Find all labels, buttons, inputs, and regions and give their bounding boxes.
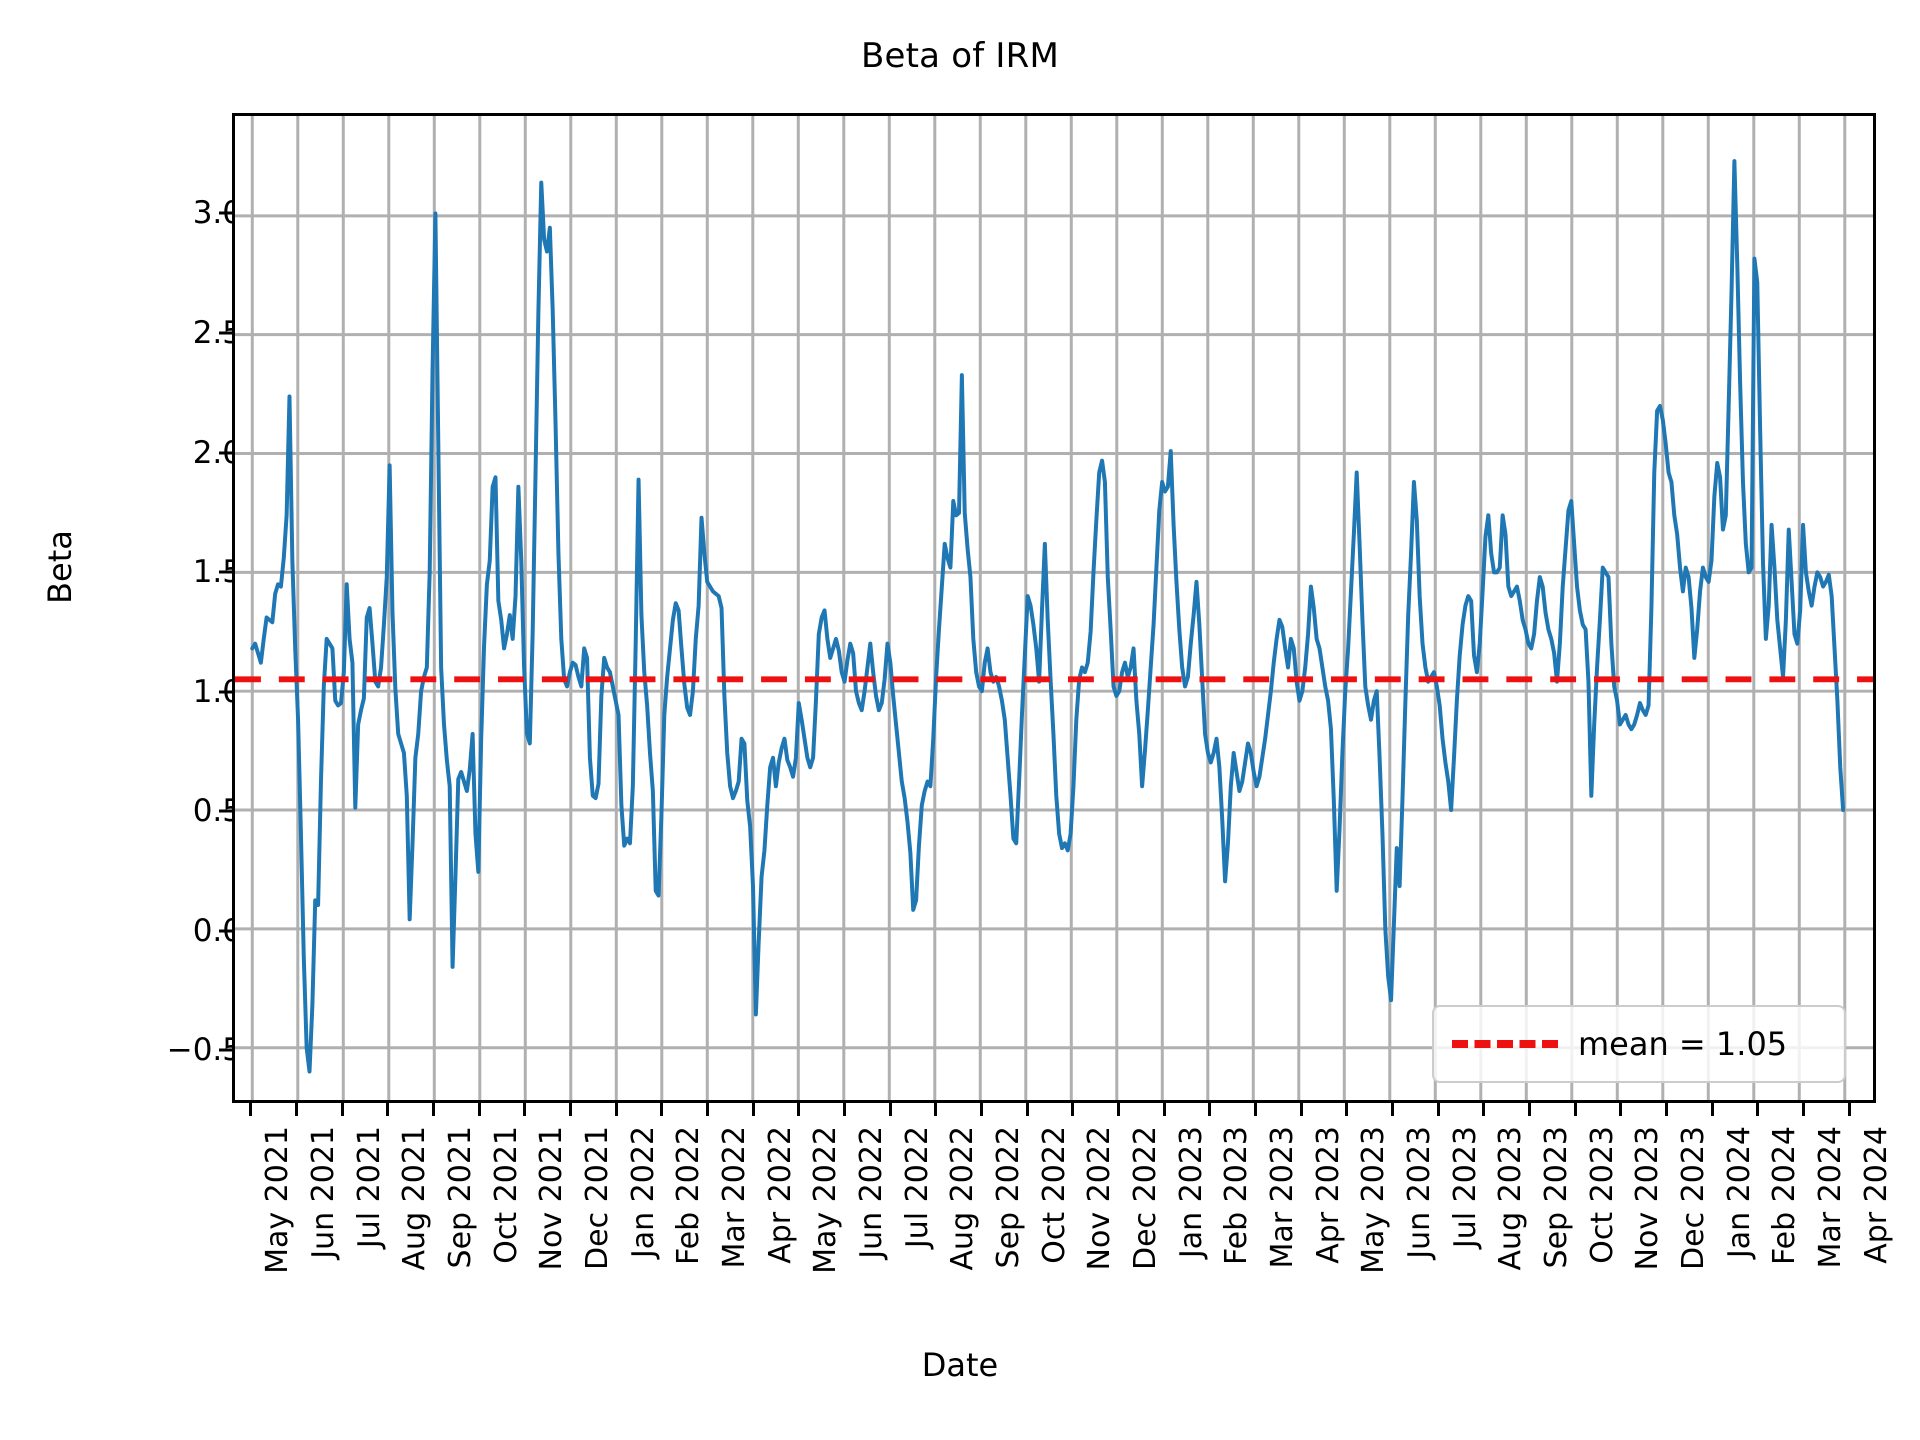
x-axis-tick-mark: [1528, 1103, 1532, 1116]
x-axis-tick-mark: [660, 1103, 664, 1116]
x-axis-tick-mark: [1345, 1103, 1349, 1116]
x-axis-tick-mark: [295, 1103, 299, 1116]
x-axis-tick-label: Mar 2024: [1813, 1126, 1849, 1269]
x-axis-tick-label: Mar 2022: [717, 1126, 753, 1269]
legend: mean = 1.05: [1432, 1005, 1846, 1083]
x-axis-tick-mark: [340, 1103, 344, 1116]
y-axis-tick-mark: [219, 211, 232, 215]
x-axis-tick-label: Jul 2023: [1447, 1126, 1483, 1249]
x-axis-tick-mark: [249, 1103, 253, 1116]
legend-line-swatch: [1452, 1040, 1558, 1048]
x-axis-tick-label: Jul 2021: [351, 1126, 387, 1249]
x-axis-tick-mark: [432, 1103, 436, 1116]
x-axis-tick-mark: [1802, 1103, 1806, 1116]
x-axis-tick-label: May 2022: [808, 1126, 844, 1274]
x-axis-tick-mark: [934, 1103, 938, 1116]
y-axis-label: Beta: [41, 530, 79, 604]
x-axis-tick-label: Nov 2021: [534, 1126, 570, 1271]
x-axis-tick-mark: [751, 1103, 755, 1116]
x-axis-tick-mark: [1756, 1103, 1760, 1116]
x-axis-tick-mark: [1071, 1103, 1075, 1116]
x-axis-tick-mark: [386, 1103, 390, 1116]
x-axis-tick-mark: [1619, 1103, 1623, 1116]
x-axis-tick-mark: [1254, 1103, 1258, 1116]
x-axis-label: Date: [921, 1346, 999, 1384]
x-axis-tick-label: Mar 2023: [1265, 1126, 1301, 1269]
x-axis-tick-label: Apr 2023: [1310, 1126, 1346, 1264]
x-axis-tick-label: Aug 2022: [945, 1126, 981, 1271]
x-axis-tick-label: Jul 2022: [899, 1126, 935, 1249]
y-axis-tick-mark: [219, 570, 232, 574]
x-axis-tick-label: Nov 2022: [1082, 1126, 1118, 1271]
plot-svg: [235, 116, 1873, 1100]
plot-area: [232, 113, 1876, 1103]
y-axis-tick-mark: [219, 929, 232, 933]
x-axis-tick-mark: [477, 1103, 481, 1116]
y-axis-tick-mark: [219, 690, 232, 694]
x-axis-tick-label: Jan 2022: [625, 1126, 661, 1259]
x-axis-tick-label: Oct 2023: [1584, 1126, 1620, 1264]
x-axis-tick-mark: [614, 1103, 618, 1116]
x-axis-tick-label: Dec 2021: [580, 1126, 616, 1270]
x-axis-tick-mark: [1665, 1103, 1669, 1116]
x-axis-tick-label: Sep 2021: [443, 1126, 479, 1269]
y-axis-tick-mark: [219, 451, 232, 455]
x-axis-tick-label: Aug 2023: [1493, 1126, 1529, 1271]
x-axis-tick-label: Sep 2023: [1539, 1126, 1575, 1269]
x-axis-tick-mark: [1117, 1103, 1121, 1116]
x-axis-tick-mark: [1208, 1103, 1212, 1116]
x-axis-tick-label: May 2023: [1356, 1126, 1392, 1274]
x-axis-tick-label: Nov 2023: [1630, 1126, 1666, 1271]
x-axis-tick-label: May 2021: [260, 1126, 296, 1274]
x-axis-tick-label: Dec 2022: [1128, 1126, 1164, 1270]
x-axis-tick-mark: [523, 1103, 527, 1116]
legend-entry-mean: mean = 1.05: [1434, 1007, 1844, 1081]
x-axis-tick-mark: [843, 1103, 847, 1116]
x-axis-tick-mark: [1391, 1103, 1395, 1116]
grid-lines: [235, 116, 1873, 1100]
x-axis-tick-label: Jun 2021: [306, 1126, 342, 1259]
x-axis-tick-label: Apr 2024: [1858, 1126, 1894, 1264]
x-axis-tick-mark: [980, 1103, 984, 1116]
x-axis-tick-label: Apr 2022: [762, 1126, 798, 1264]
x-axis-tick-mark: [1025, 1103, 1029, 1116]
x-axis-tick-label: Aug 2021: [397, 1126, 433, 1271]
x-axis-tick-label: Dec 2023: [1676, 1126, 1712, 1270]
x-axis-tick-mark: [706, 1103, 710, 1116]
y-axis-tick-mark: [219, 331, 232, 335]
x-axis-tick-label: Jun 2022: [854, 1126, 890, 1259]
x-axis-tick-mark: [1573, 1103, 1577, 1116]
x-axis-tick-label: Feb 2023: [1219, 1126, 1255, 1265]
x-axis-tick-mark: [1299, 1103, 1303, 1116]
x-axis-tick-mark: [569, 1103, 573, 1116]
x-axis-tick-mark: [1847, 1103, 1851, 1116]
chart-title: Beta of IRM: [861, 36, 1059, 76]
legend-label-mean: mean = 1.05: [1578, 1025, 1788, 1063]
y-axis-tick-mark: [219, 809, 232, 813]
x-axis-tick-label: Jun 2023: [1402, 1126, 1438, 1259]
x-axis-tick-mark: [888, 1103, 892, 1116]
x-axis-tick-label: Oct 2022: [1036, 1126, 1072, 1264]
x-axis-tick-mark: [1710, 1103, 1714, 1116]
y-axis-tick-mark: [219, 1048, 232, 1052]
x-axis-tick-label: Feb 2022: [671, 1126, 707, 1265]
x-axis-tick-mark: [797, 1103, 801, 1116]
x-axis-tick-label: Jan 2024: [1721, 1126, 1757, 1259]
x-axis-tick-mark: [1162, 1103, 1166, 1116]
x-axis-tick-mark: [1482, 1103, 1486, 1116]
x-axis-tick-label: Jan 2023: [1173, 1126, 1209, 1259]
x-axis-tick-mark: [1436, 1103, 1440, 1116]
x-axis-tick-label: Sep 2022: [991, 1126, 1027, 1269]
beta-series-line: [250, 159, 1846, 1074]
x-axis-tick-label: Oct 2021: [488, 1126, 524, 1264]
x-axis-tick-label: Feb 2024: [1767, 1126, 1803, 1265]
